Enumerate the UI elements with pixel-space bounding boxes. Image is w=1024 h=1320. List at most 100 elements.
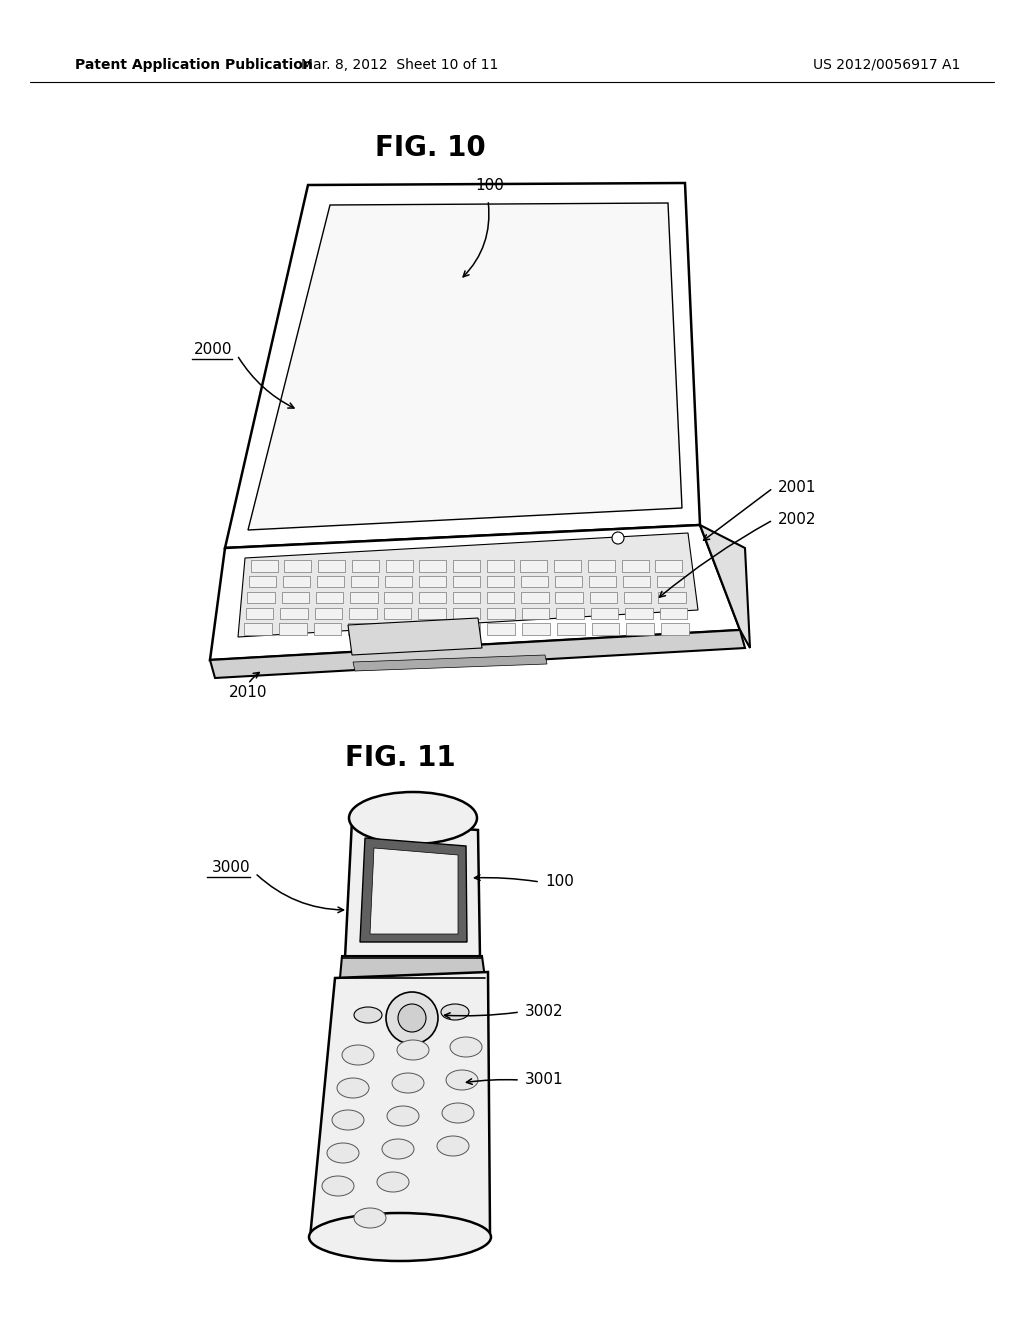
Bar <box>487 607 515 619</box>
Bar <box>313 623 341 635</box>
Ellipse shape <box>309 1213 490 1261</box>
Ellipse shape <box>332 1110 364 1130</box>
Polygon shape <box>700 525 750 648</box>
Bar <box>656 576 684 587</box>
Polygon shape <box>345 820 480 958</box>
Bar <box>385 560 413 572</box>
Bar <box>285 560 311 572</box>
Ellipse shape <box>382 1139 414 1159</box>
Polygon shape <box>310 972 490 1238</box>
Text: 3000: 3000 <box>211 861 250 875</box>
Bar <box>591 607 618 619</box>
Ellipse shape <box>450 1038 482 1057</box>
Bar <box>418 623 445 635</box>
Bar <box>453 560 480 572</box>
Text: 2000: 2000 <box>194 342 232 358</box>
Bar <box>655 560 682 572</box>
Bar <box>317 576 344 587</box>
Bar <box>625 607 652 619</box>
Ellipse shape <box>397 1040 429 1060</box>
Polygon shape <box>210 525 740 660</box>
Ellipse shape <box>387 1106 419 1126</box>
Bar <box>245 623 272 635</box>
Bar <box>554 560 582 572</box>
Bar <box>350 591 378 603</box>
Bar <box>418 607 445 619</box>
Polygon shape <box>248 203 682 531</box>
Ellipse shape <box>354 1208 386 1228</box>
Ellipse shape <box>446 1071 478 1090</box>
Bar <box>453 591 480 603</box>
Bar <box>520 560 548 572</box>
Bar <box>623 576 650 587</box>
Bar <box>279 623 307 635</box>
Bar <box>315 591 343 603</box>
Bar <box>487 623 515 635</box>
Bar <box>318 560 345 572</box>
Text: 100: 100 <box>545 874 573 890</box>
Polygon shape <box>225 183 700 548</box>
Bar <box>521 591 549 603</box>
Polygon shape <box>238 533 698 638</box>
Polygon shape <box>370 847 458 935</box>
Bar <box>351 576 378 587</box>
Bar <box>419 591 446 603</box>
Ellipse shape <box>354 1007 382 1023</box>
Bar <box>281 607 308 619</box>
Polygon shape <box>360 838 467 942</box>
Bar <box>352 560 379 572</box>
Bar <box>314 607 342 619</box>
Bar <box>453 607 480 619</box>
Bar <box>384 607 412 619</box>
Text: 100: 100 <box>475 178 505 193</box>
Text: 3001: 3001 <box>525 1072 563 1088</box>
Bar <box>555 591 583 603</box>
Bar <box>283 576 310 587</box>
Bar <box>589 576 616 587</box>
Bar <box>590 591 617 603</box>
Ellipse shape <box>392 1073 424 1093</box>
Text: 3002: 3002 <box>525 1005 563 1019</box>
Bar <box>248 591 274 603</box>
Bar <box>622 560 648 572</box>
Bar <box>384 591 412 603</box>
Bar <box>592 623 620 635</box>
Bar <box>453 623 480 635</box>
Bar <box>521 576 548 587</box>
Polygon shape <box>348 618 482 655</box>
Bar <box>486 560 514 572</box>
Text: 2010: 2010 <box>228 685 267 700</box>
Bar <box>487 591 514 603</box>
Ellipse shape <box>342 1045 374 1065</box>
Bar <box>419 576 446 587</box>
Circle shape <box>386 993 438 1044</box>
Bar <box>659 607 687 619</box>
Bar <box>251 560 278 572</box>
Ellipse shape <box>442 1104 474 1123</box>
Ellipse shape <box>322 1176 354 1196</box>
Bar <box>627 623 654 635</box>
Ellipse shape <box>377 1172 409 1192</box>
Bar <box>249 576 276 587</box>
Ellipse shape <box>349 792 477 843</box>
Text: 2001: 2001 <box>778 480 816 495</box>
Bar <box>624 591 651 603</box>
Text: US 2012/0056917 A1: US 2012/0056917 A1 <box>813 58 961 73</box>
Bar <box>385 576 412 587</box>
Bar <box>419 560 446 572</box>
Text: FIG. 11: FIG. 11 <box>345 744 456 772</box>
Bar <box>282 591 309 603</box>
Bar <box>660 623 689 635</box>
Polygon shape <box>353 655 547 671</box>
Bar <box>588 560 615 572</box>
Bar <box>348 623 376 635</box>
Bar <box>486 576 514 587</box>
Bar <box>522 623 550 635</box>
Bar <box>349 607 377 619</box>
Text: FIG. 10: FIG. 10 <box>375 135 485 162</box>
Bar <box>383 623 411 635</box>
Ellipse shape <box>337 1078 369 1098</box>
Bar <box>556 607 584 619</box>
Bar <box>557 623 585 635</box>
Text: Patent Application Publication: Patent Application Publication <box>75 58 312 73</box>
